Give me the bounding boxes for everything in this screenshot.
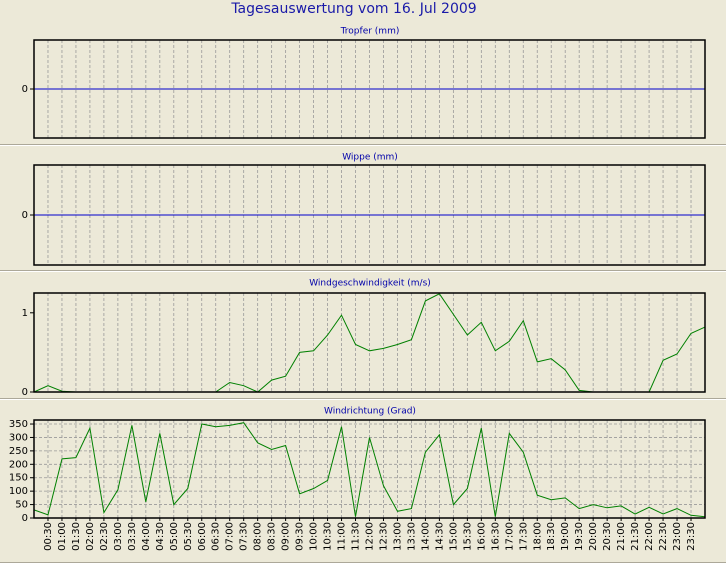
y-tick-label: 350 — [9, 419, 28, 430]
x-tick-label: 18:00 — [532, 522, 543, 551]
x-tick-label: 10:00 — [309, 522, 320, 551]
y-tick-label: 300 — [9, 432, 28, 443]
x-tick-label: 15:30 — [462, 522, 473, 551]
x-tick-label: 16:30 — [490, 522, 501, 551]
panel-title: Windgeschwindigkeit (m/s) — [309, 279, 431, 289]
y-tick-label: 0 — [22, 387, 28, 398]
page-title: Tagesauswertung vom 16. Jul 2009 — [230, 1, 476, 17]
x-tick-label: 19:00 — [560, 522, 571, 551]
x-tick-label: 14:30 — [434, 522, 445, 551]
x-tick-label: 15:00 — [448, 522, 459, 551]
x-tick-label: 13:30 — [406, 522, 417, 551]
x-tick-label: 06:30 — [211, 522, 222, 551]
x-tick-label: 11:30 — [351, 522, 362, 551]
x-tick-label: 16:00 — [476, 522, 487, 551]
plot-area — [34, 420, 705, 518]
x-tick-label: 03:00 — [113, 522, 124, 551]
y-tick-label: 150 — [9, 473, 28, 484]
plot-area — [34, 293, 705, 392]
x-tick-label: 01:00 — [57, 522, 68, 551]
x-tick-label: 23:00 — [672, 522, 683, 551]
x-tick-label: 21:30 — [630, 522, 641, 551]
y-tick-label: 1 — [22, 308, 28, 319]
y-tick-label: 0 — [22, 513, 28, 524]
x-tick-label: 19:30 — [574, 522, 585, 551]
plot-frame — [33, 164, 706, 266]
y-tick-label: 50 — [15, 500, 28, 511]
x-tick-label: 06:00 — [197, 522, 208, 551]
x-tick-label: 02:00 — [85, 522, 96, 551]
x-tick-label: 00:30 — [43, 522, 54, 551]
y-tick-label: 100 — [9, 486, 28, 497]
x-tick-label: 21:00 — [616, 522, 627, 551]
x-tick-label: 04:00 — [141, 522, 152, 551]
x-tick-label: 05:00 — [169, 522, 180, 551]
y-tick-label: 250 — [9, 446, 28, 457]
x-tick-label: 12:00 — [365, 522, 376, 551]
x-tick-label: 03:30 — [127, 522, 138, 551]
plot-frame — [33, 292, 706, 393]
x-tick-label: 12:30 — [378, 522, 389, 551]
x-tick-label: 17:00 — [504, 522, 515, 551]
panel-title: Wippe (mm) — [342, 153, 398, 163]
x-tick-label: 10:30 — [323, 522, 334, 551]
x-tick-label: 18:30 — [546, 522, 557, 551]
x-tick-label: 07:00 — [225, 522, 236, 551]
y-tick-label: 200 — [9, 459, 28, 470]
x-tick-label: 01:30 — [71, 522, 82, 551]
x-tick-label: 14:00 — [420, 522, 431, 551]
plot-frame — [33, 39, 706, 139]
x-tick-label: 02:30 — [99, 522, 110, 551]
x-tick-label: 08:00 — [253, 522, 264, 551]
data-line — [33, 422, 706, 518]
x-tick-label: 09:00 — [281, 522, 292, 551]
x-tick-label: 23:30 — [686, 522, 697, 551]
x-tick-label: 08:30 — [267, 522, 278, 551]
panel-title: Tropfer (mm) — [340, 27, 400, 37]
x-tick-label: 22:30 — [658, 522, 669, 551]
x-tick-label: 17:30 — [518, 522, 529, 551]
x-tick-label: 09:30 — [295, 522, 306, 551]
x-tick-label: 20:30 — [602, 522, 613, 551]
x-tick-label: 04:30 — [155, 522, 166, 551]
x-tick-label: 13:00 — [392, 522, 403, 551]
y-tick-label: 0 — [22, 84, 28, 95]
x-tick-label: 05:30 — [183, 522, 194, 551]
panel-title: Windrichtung (Grad) — [324, 407, 416, 417]
x-tick-label: 20:00 — [588, 522, 599, 551]
x-tick-label: 07:30 — [239, 522, 250, 551]
x-tick-label: 22:00 — [644, 522, 655, 551]
y-tick-label: 0 — [22, 210, 28, 221]
x-tick-label: 11:00 — [337, 522, 348, 551]
